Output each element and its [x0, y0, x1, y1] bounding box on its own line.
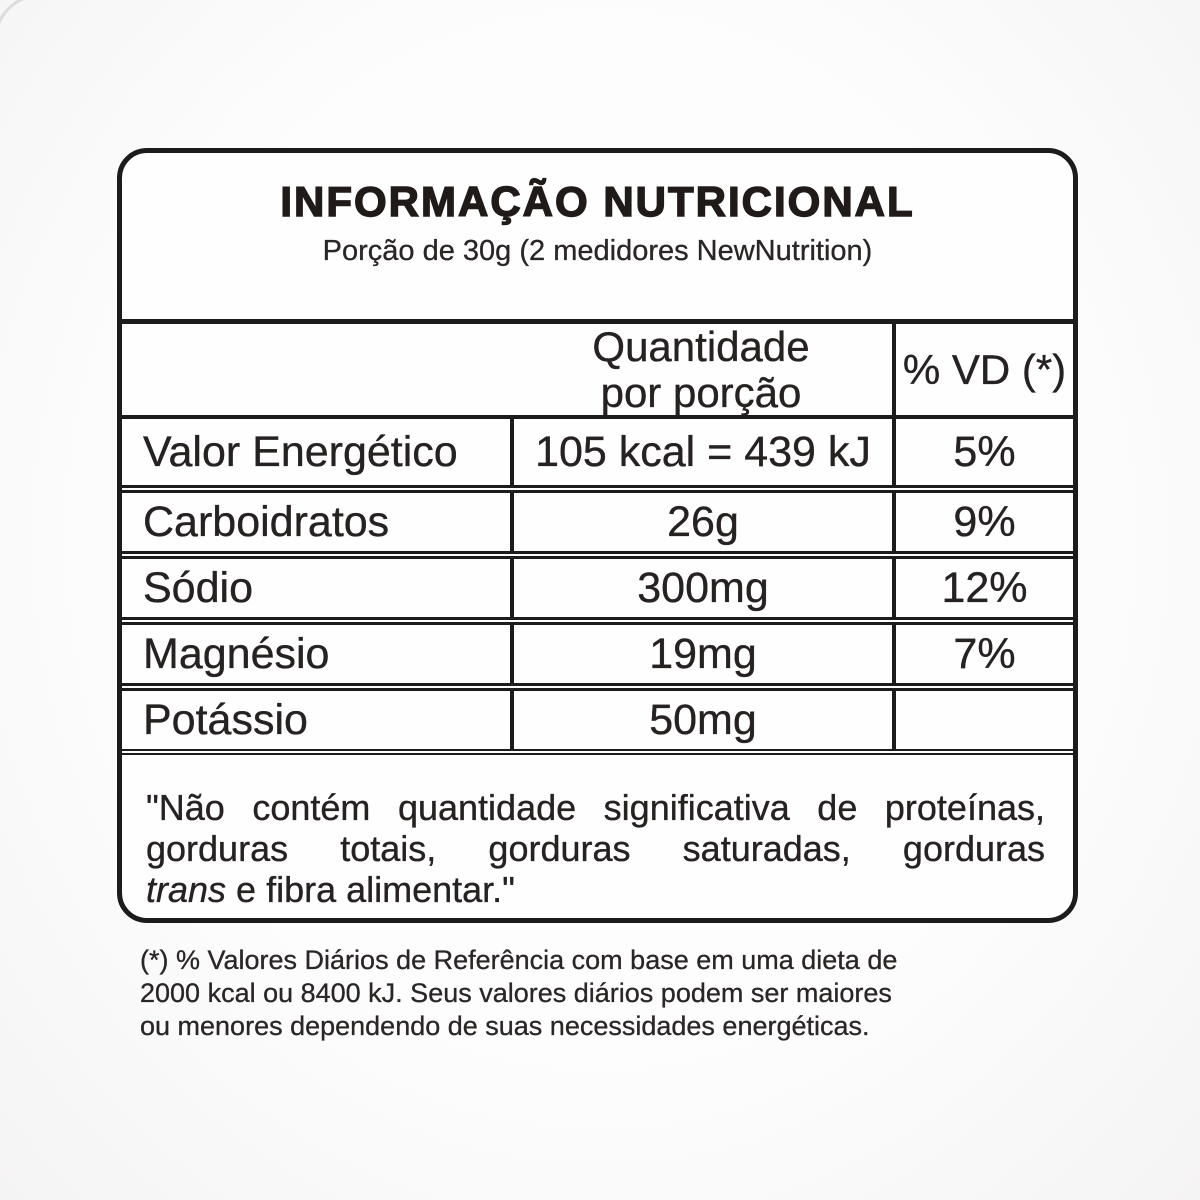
nutrient-dv: 12% [892, 559, 1073, 617]
nutrient-amount: 300mg [510, 559, 892, 617]
nutrient-amount: 105 kcal = 439 kJ [510, 419, 892, 485]
table-row-magnesio: Magnésio 19mg 7% [122, 617, 1073, 683]
daily-values-footnote: (*) % Valores Diários de Referência com … [140, 944, 1040, 1043]
note-line-1: "Não contém quantidade significativa de … [146, 787, 1045, 828]
photo-rounded-corner [0, 0, 72, 72]
nutrient-dv: 7% [892, 625, 1073, 683]
title-section: INFORMAÇÃO NUTRICIONAL Porção de 30g (2 … [122, 178, 1073, 324]
serving-size-subtitle: Porção de 30g (2 medidores NewNutrition) [322, 235, 873, 267]
no-significant-amounts-note: "Não contém quantidade significativa de … [122, 755, 1073, 910]
note-line-3: trans e fibra alimentar." [146, 869, 1045, 910]
table-row-carboidratos: Carboidratos 26g 9% [122, 485, 1073, 551]
trans-italic-word: trans [146, 869, 227, 910]
nutrition-facts-box: INFORMAÇÃO NUTRICIONAL Porção de 30g (2 … [117, 148, 1078, 923]
nutrient-name: Carboidratos [143, 497, 390, 546]
nutrient-name: Sódio [143, 563, 253, 612]
table-header-row: Quantidade por porção % VD (*) [122, 322, 1073, 419]
nutrient-amount: 26g [510, 493, 892, 551]
nutrient-name: Valor Energético [143, 427, 458, 476]
note-line-2: gorduras totais, gorduras saturadas, gor… [146, 828, 1045, 869]
table-row-sodio: Sódio 300mg 12% [122, 551, 1073, 617]
page-title: INFORMAÇÃO NUTRICIONAL [280, 178, 915, 225]
nutrient-dv: 9% [892, 493, 1073, 551]
daily-value-header-cell: % VD (*) [892, 324, 1073, 415]
nutrient-name: Magnésio [143, 629, 330, 678]
nutrient-amount: 50mg [510, 691, 892, 749]
nutrient-dv [892, 691, 1073, 749]
table-row-valor-energetico: Valor Energético 105 kcal = 439 kJ 5% [122, 419, 1073, 485]
note-line-3-rest: e fibra alimentar." [226, 869, 515, 910]
nutrient-dv: 5% [892, 419, 1073, 485]
footnote-line-3: ou menores dependendo de suas necessidad… [140, 1011, 870, 1041]
quantity-header-text: Quantidade por porção [510, 322, 892, 416]
nutrient-name: Potássio [143, 695, 308, 744]
footnote-line-1: (*) % Valores Diários de Referência com … [140, 945, 898, 975]
quantity-header-line2: por porção [600, 368, 802, 416]
footnote-line-2: 2000 kcal ou 8400 kJ. Seus valores diári… [140, 978, 892, 1008]
table-row-potassio: Potássio 50mg [122, 683, 1073, 749]
quantity-header-line1: Quantidade [592, 322, 810, 370]
nutrient-amount: 19mg [510, 625, 892, 683]
quantity-header-cell: Quantidade por porção [122, 322, 892, 416]
nutrient-table: Valor Energético 105 kcal = 439 kJ 5% Ca… [122, 419, 1073, 755]
